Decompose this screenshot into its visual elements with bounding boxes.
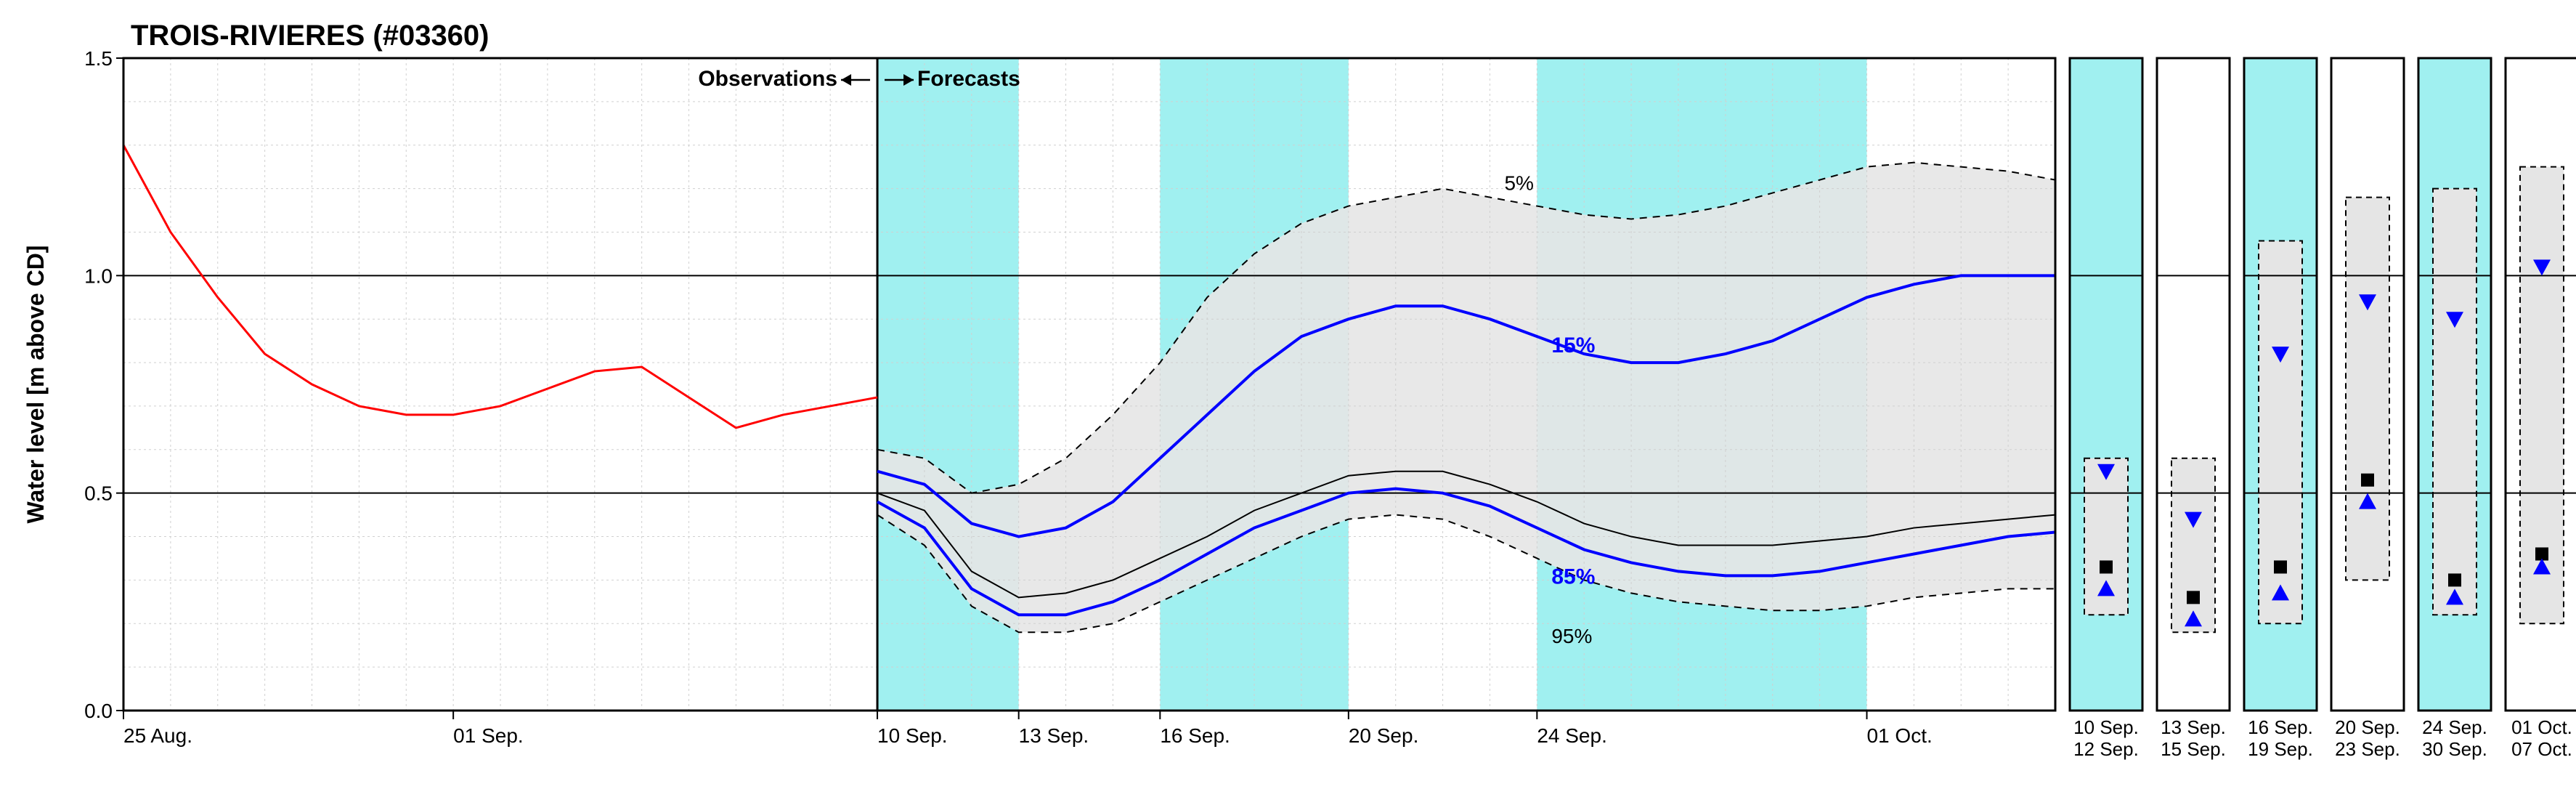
side-panel: 13 Sep.15 Sep.	[2157, 58, 2230, 760]
panel-label-top: 24 Sep.	[2422, 716, 2487, 738]
x-tick-label: 01 Sep.	[453, 724, 524, 747]
panel-label-top: 16 Sep.	[2248, 716, 2313, 738]
chart-container: TROIS-RIVIERES (#03360) Water level [m ab…	[15, 15, 2576, 790]
main-plot: 5% 15% 85% 95% Observations Forecasts 25 Aug. 0…	[123, 58, 2055, 747]
x-tick-label: 13 Sep.	[1019, 724, 1089, 747]
forecasts-label: Forecasts	[917, 67, 1020, 91]
y-tick-label: 0.0	[84, 700, 113, 722]
p15-label: 15%	[1551, 333, 1595, 357]
side-panels: 10 Sep.12 Sep.13 Sep.15 Sep.16 Sep.19 Se…	[2070, 58, 2576, 760]
panel-label-top: 20 Sep.	[2335, 716, 2400, 738]
panel-label-top: 13 Sep.	[2161, 716, 2226, 738]
x-tick-label: 10 Sep.	[877, 724, 948, 747]
side-panel: 24 Sep.30 Sep.	[2418, 58, 2491, 760]
chart-title: TROIS-RIVIERES (#03360)	[131, 20, 489, 52]
forecast-chart: TROIS-RIVIERES (#03360) Water level [m ab…	[15, 15, 2576, 790]
panel-label-bottom: 19 Sep.	[2248, 738, 2313, 760]
side-panel: 16 Sep.19 Sep.	[2244, 58, 2317, 760]
panel-label-bottom: 30 Sep.	[2422, 738, 2487, 760]
x-tick-label: 24 Sep.	[1537, 724, 1607, 747]
p95-label: 95%	[1551, 625, 1592, 647]
observations-label: Observations	[698, 67, 837, 91]
p85-label: 85%	[1551, 565, 1595, 588]
side-panel: 10 Sep.12 Sep.	[2070, 58, 2142, 760]
side-panel: 20 Sep.23 Sep.	[2331, 58, 2404, 760]
y-axis-label: Water level [m above CD]	[23, 246, 49, 524]
panel-label-bottom: 23 Sep.	[2335, 738, 2400, 760]
y-tick-label: 0.5	[84, 482, 113, 505]
x-tick-label: 01 Oct.	[1866, 724, 1932, 747]
panel-label-bottom: 07 Oct.	[2511, 738, 2572, 760]
x-tick-label: 16 Sep.	[1160, 724, 1230, 747]
y-tick-label: 1.5	[84, 47, 113, 70]
side-panel: 01 Oct.07 Oct.	[2506, 58, 2576, 760]
panel-label-top: 01 Oct.	[2511, 716, 2572, 738]
y-tick-label: 1.0	[84, 264, 113, 287]
panel-label-bottom: 12 Sep.	[2073, 738, 2139, 760]
x-tick-label: 25 Aug.	[123, 724, 192, 747]
p5-label: 5%	[1504, 172, 1533, 195]
panel-label-bottom: 15 Sep.	[2161, 738, 2226, 760]
x-tick-label: 20 Sep.	[1349, 724, 1419, 747]
panel-label-top: 10 Sep.	[2073, 716, 2139, 738]
